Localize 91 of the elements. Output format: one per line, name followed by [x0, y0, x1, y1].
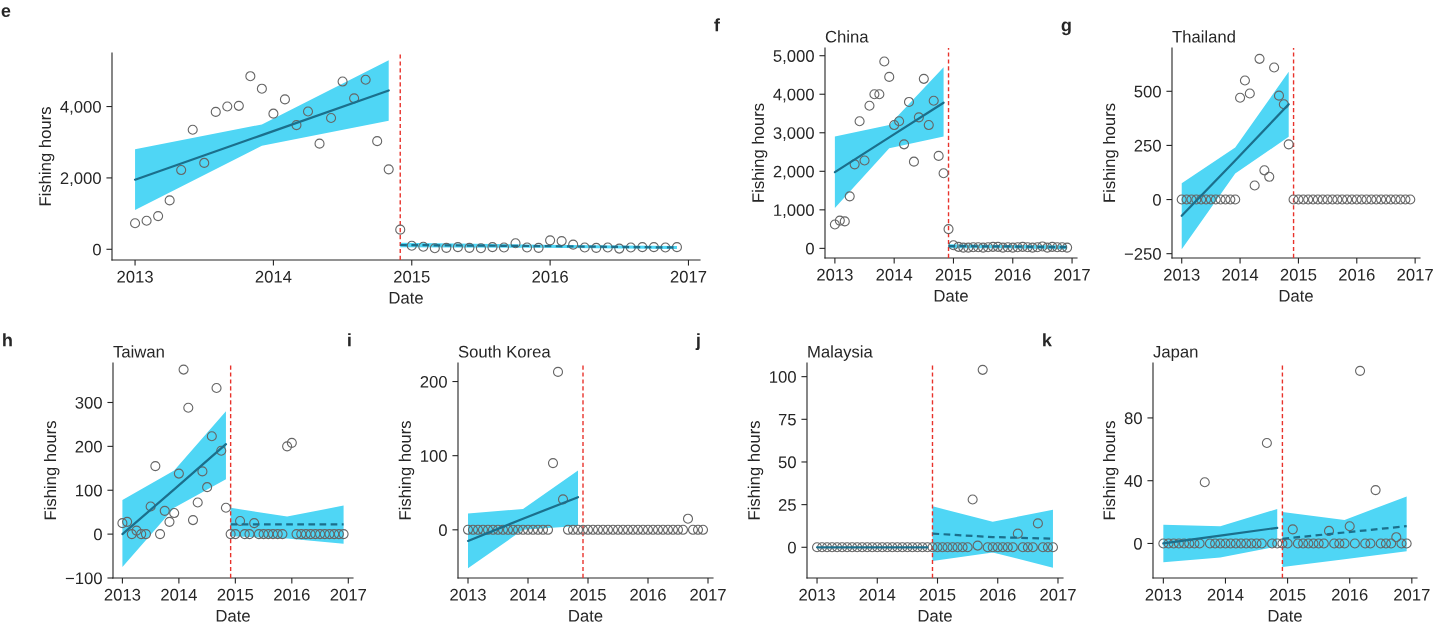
y-axis-title: Fishing hours	[38, 107, 55, 206]
x-tick-label: 2015	[935, 268, 972, 281]
y-tick-label: 0	[1133, 537, 1142, 550]
x-tick-label: 2017	[1040, 588, 1076, 601]
y-tick-label: 0	[787, 541, 796, 554]
y-tick-label: 0	[92, 243, 101, 256]
x-axis-title: Date	[934, 290, 968, 302]
x-tick-label: 2016	[1339, 268, 1375, 281]
x-tick-label: 2016	[1332, 588, 1368, 601]
x-axis-title: Date	[1279, 290, 1313, 302]
y-tick-label: 40	[1124, 475, 1142, 487]
x-tick-label: 2014	[510, 588, 547, 601]
x-axis-title: Date	[918, 610, 952, 622]
y-tick-label: 100	[770, 371, 796, 383]
y-tick-label: 25	[778, 499, 796, 511]
x-tick-label: 2014	[876, 268, 913, 281]
y-tick-label: 0	[805, 242, 814, 255]
y-axis-title: Fishing hours	[43, 421, 60, 520]
y-axis-title: Fishing hours	[1102, 421, 1119, 520]
y-tick-label: 200	[75, 440, 102, 453]
x-tick-label: 2013	[104, 588, 141, 601]
x-tick-label: 2015	[919, 588, 956, 601]
y-tick-label: 50	[778, 456, 796, 469]
x-tick-label: 2015	[1280, 268, 1317, 281]
y-axis-title: Fishing hours	[747, 421, 764, 520]
y-tick-label: 75	[778, 413, 796, 426]
x-tick-label: 2014	[255, 270, 292, 283]
x-tick-label: 2015	[570, 588, 606, 601]
x-tick-label: 2016	[630, 588, 666, 601]
chart-title: China	[825, 30, 869, 43]
x-tick-label: 2013	[799, 588, 835, 601]
chart-title: Malaysia	[808, 345, 873, 361]
y-tick-label: 100	[421, 450, 447, 462]
text: e	[1, 7, 11, 18]
y-tick-label: 2,000	[773, 165, 814, 180]
x-tick-label: 2014	[161, 588, 197, 601]
x-tick-label: 2014	[1222, 268, 1259, 281]
y-tick-label: 1,000	[774, 204, 814, 219]
x-tick-label: 2013	[117, 270, 153, 283]
text: h	[3, 333, 12, 347]
x-tick-label: 2017	[1394, 588, 1430, 601]
y-tick-label: 2,000	[60, 172, 101, 187]
x-tick-label: 2017	[670, 270, 707, 283]
chart-title: Taiwan	[113, 345, 164, 358]
x-tick-label: 2013	[1145, 588, 1182, 601]
y-tick-label: 4,000	[60, 100, 101, 115]
y-tick-label: 500	[1134, 85, 1161, 98]
y-tick-label: 100	[76, 484, 102, 497]
y-axis-title: Fishing hours	[751, 103, 768, 202]
y-axis-title: Fishing hours	[1102, 103, 1119, 202]
x-tick-label: 2016	[532, 270, 568, 283]
x-tick-label: 2014	[1207, 588, 1244, 601]
y-tick-label: 5,000	[773, 50, 814, 64]
x-axis-title: Date	[1268, 610, 1302, 622]
y-tick-label: −250	[1124, 248, 1161, 260]
y-tick-label: 0	[438, 524, 447, 537]
text: f	[714, 18, 720, 32]
x-tick-label: 2015	[394, 270, 430, 283]
x-axis-title: Date	[389, 292, 423, 304]
y-tick-label: 300	[75, 396, 102, 409]
x-tick-label: 2013	[450, 588, 486, 601]
x-tick-label: 2016	[980, 588, 1016, 601]
y-axis-title: Fishing hours	[398, 421, 415, 520]
chart-title: South Korea	[458, 345, 551, 358]
x-axis-title: Date	[569, 610, 603, 622]
y-tick-label: 3,000	[773, 127, 814, 141]
text: j	[695, 333, 700, 351]
y-tick-label: 0	[1152, 193, 1161, 206]
y-tick-label: 0	[93, 528, 102, 541]
x-tick-label: 2015	[1269, 588, 1306, 601]
y-tick-label: 250	[1134, 139, 1161, 152]
x-tick-label: 2013	[817, 268, 853, 281]
x-tick-label: 2013	[1164, 268, 1200, 281]
x-tick-label: 2016	[995, 268, 1031, 281]
x-axis-title: Date	[216, 610, 250, 622]
chart-title: Thailand	[1172, 30, 1235, 43]
text: g	[1061, 21, 1071, 36]
x-tick-label: 2016	[274, 588, 310, 601]
x-tick-label: 2017	[330, 588, 366, 601]
x-tick-label: 2015	[217, 588, 254, 601]
y-tick-label: 80	[1124, 412, 1142, 425]
y-tick-label: 200	[420, 375, 447, 388]
y-tick-label: 4,000	[773, 88, 814, 103]
x-tick-label: 2017	[1054, 268, 1090, 281]
y-tick-label: −100	[65, 572, 102, 585]
text: i	[348, 333, 351, 347]
text: k	[1043, 333, 1052, 347]
x-tick-label: 2014	[859, 588, 896, 601]
x-tick-label: 2017	[1397, 268, 1433, 281]
x-tick-label: 2017	[690, 588, 726, 601]
chart-title: Japan	[1153, 345, 1198, 361]
